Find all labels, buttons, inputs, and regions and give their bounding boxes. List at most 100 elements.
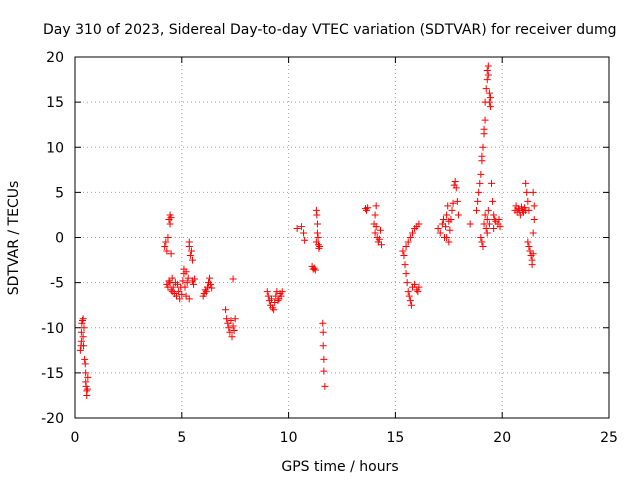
data-point [444, 202, 452, 210]
data-point [404, 238, 412, 246]
data-point [277, 292, 285, 300]
data-point [486, 94, 494, 102]
data-point [271, 298, 279, 306]
data-point [484, 71, 492, 79]
x-tick-label: 5 [177, 430, 186, 446]
data-point [479, 143, 487, 151]
data-point [403, 279, 411, 287]
data-point [490, 211, 498, 219]
data-point [76, 346, 84, 354]
data-point [222, 306, 230, 314]
plot-frame [74, 56, 610, 419]
data-point [451, 178, 459, 186]
data-point [371, 211, 379, 219]
data-point [528, 261, 536, 269]
data-point [408, 229, 416, 237]
data-point [415, 283, 423, 291]
data-point [483, 76, 491, 84]
data-point [485, 98, 493, 106]
y-tick-label: -15 [41, 366, 64, 382]
data-point [231, 315, 239, 323]
data-point [313, 220, 321, 228]
data-point [187, 247, 195, 255]
data-point [452, 184, 460, 192]
data-point [375, 235, 383, 243]
data-point [484, 206, 492, 214]
data-point [166, 220, 174, 228]
data-point [82, 369, 90, 377]
data-point [480, 125, 488, 133]
data-point [529, 250, 537, 258]
data-point [496, 223, 504, 231]
data-point [186, 252, 194, 260]
data-point [446, 226, 454, 234]
data-point [227, 317, 235, 325]
y-tick-label: 5 [55, 185, 64, 201]
data-point [407, 301, 415, 309]
data-point [481, 211, 489, 219]
data-point [402, 243, 410, 251]
data-point [229, 322, 237, 330]
data-point [371, 229, 379, 237]
data-point [315, 244, 323, 252]
data-point [176, 295, 184, 303]
data-point [230, 326, 238, 334]
data-point [81, 355, 89, 363]
data-point [436, 229, 444, 237]
data-point [473, 206, 481, 214]
data-point [83, 391, 91, 399]
data-point [206, 274, 214, 282]
data-point [466, 220, 474, 228]
y-tick-label: -10 [41, 321, 64, 337]
data-point [477, 170, 485, 178]
x-tick-label: 10 [280, 430, 298, 446]
data-point [181, 283, 189, 291]
y-tick-label: 10 [46, 140, 64, 156]
data-point [80, 342, 88, 350]
data-point [476, 179, 484, 187]
data-point [454, 211, 462, 219]
data-point [229, 275, 237, 283]
data-point [208, 284, 216, 292]
data-point [312, 238, 320, 246]
y-tick-label: -5 [50, 276, 64, 292]
data-point [77, 328, 85, 336]
data-point [270, 306, 278, 314]
data-point [525, 243, 533, 251]
data-point [483, 215, 491, 223]
data-point [179, 277, 187, 285]
data-point [400, 252, 408, 260]
data-point [372, 202, 380, 210]
data-point [415, 220, 423, 228]
data-point [522, 179, 530, 187]
data-point [478, 152, 486, 160]
data-point [529, 188, 537, 196]
data-point [225, 324, 233, 332]
data-point [483, 229, 491, 237]
data-point [190, 280, 198, 288]
data-point [479, 243, 487, 251]
data-point [404, 288, 412, 296]
data-point [475, 188, 483, 196]
data-point [482, 85, 490, 93]
data-point [489, 197, 497, 205]
data-point [178, 290, 186, 298]
data-point [269, 304, 277, 312]
data-point [185, 295, 193, 303]
data-point [79, 333, 87, 341]
data-point [524, 238, 532, 246]
data-point [182, 268, 190, 276]
data-point [80, 324, 88, 332]
data-point [169, 283, 177, 291]
data-point [411, 280, 419, 288]
data-point [482, 224, 490, 232]
data-point [399, 247, 407, 255]
data-point [486, 103, 494, 111]
x-tick-label: 20 [493, 430, 511, 446]
data-point [191, 275, 199, 283]
data-point [443, 211, 451, 219]
data-point [443, 234, 451, 241]
data-point [185, 243, 193, 251]
data-point [474, 197, 482, 205]
y-tick-label: 20 [46, 50, 64, 66]
